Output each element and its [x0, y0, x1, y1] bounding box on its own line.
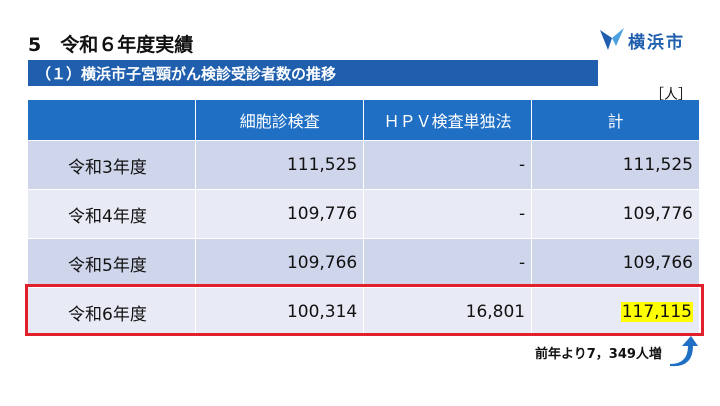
row-label: 令和4年度 [28, 189, 197, 239]
subtitle-bar [28, 60, 598, 86]
row-label: 令和6年度 [28, 287, 197, 337]
value-cell: 117,115 [531, 287, 700, 337]
title: 5 令和６年度実績 [28, 34, 194, 56]
logo-icon [600, 28, 624, 50]
table: 細胞診検査 ＨＰＶ検査単独法計 令和3年度 111,525-111,525 令和4年度… [28, 100, 700, 337]
value-cell: 109,766 [195, 238, 365, 288]
row-label: 令和3年度 [28, 140, 197, 190]
header-row: 細胞診検査 ＨＰＶ検査単独法計 [28, 100, 700, 141]
value-cell: 111,525 [195, 140, 365, 190]
column-header: ＨＰＶ検査単独法 [363, 100, 533, 141]
table-row: 令和3年度 111,525-111,525 [28, 140, 700, 190]
up-arrow [670, 336, 698, 367]
value-cell: 16,801 [363, 287, 533, 337]
value-cell: 109,776 [531, 189, 700, 239]
column-header: 計 [531, 100, 700, 141]
unit: ［人］ [650, 87, 692, 103]
highlight-box [25, 284, 704, 336]
row-label: 令和5年度 [28, 238, 197, 288]
note: 前年より7，349人増 [535, 347, 662, 362]
column-header: 細胞診検査 [195, 100, 365, 141]
subtitle: （１）横浜市子宮頸がん検診受診者数の推移 [36, 65, 337, 83]
value-cell: 100,314 [195, 287, 365, 337]
table-row: 令和6年度 100,314 16,801 117,115 [28, 287, 700, 337]
header-cell [28, 100, 197, 141]
value-cell: 111,525 [531, 140, 700, 190]
table-row: 令和4年度 109,776-109,776 [28, 189, 700, 239]
value-cell: 109,766 [531, 238, 700, 288]
table-row: 令和5年度 109,766-109,766 [28, 238, 700, 288]
value-cell: - [363, 189, 533, 239]
value-cell: 109,776 [195, 189, 365, 239]
value-cell: - [363, 140, 533, 190]
value-cell: - [363, 238, 533, 288]
highlighted-value: 117,115 [620, 302, 693, 322]
logo: 横浜市 [628, 33, 685, 53]
